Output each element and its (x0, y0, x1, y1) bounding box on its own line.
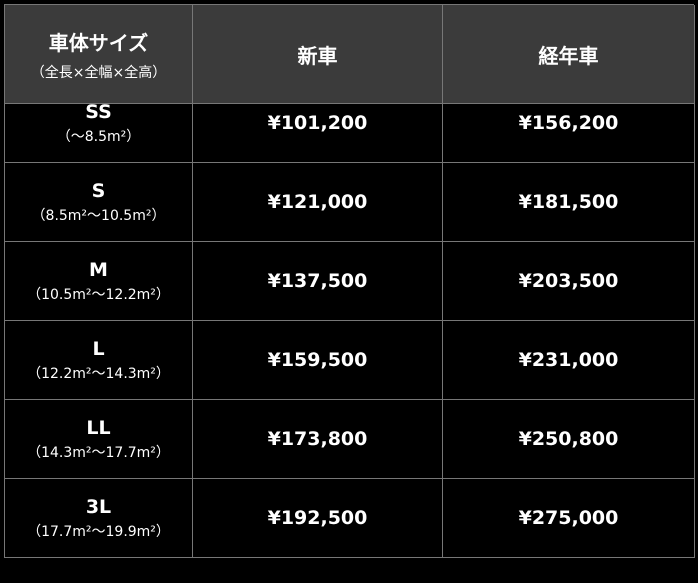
new-price: ¥137,500 (267, 270, 368, 292)
price-cell: ¥203,500 (443, 242, 695, 321)
new-price: ¥121,000 (267, 191, 368, 213)
price-cell: ¥173,800 (193, 400, 443, 479)
old-price: ¥250,800 (518, 428, 619, 450)
size-cell: LL （14.3m²〜17.7m²） (5, 400, 193, 479)
size-range: （12.2m²〜14.3m²） (27, 365, 170, 382)
old-price: ¥231,000 (518, 349, 619, 371)
price-cell: ¥181,500 (443, 163, 695, 242)
size-name: SS (85, 100, 112, 123)
old-price: ¥181,500 (518, 191, 619, 213)
header-cell: 経年車 (443, 5, 695, 104)
price-cell: ¥121,000 (193, 163, 443, 242)
size-cell: M （10.5m²〜12.2m²） (5, 242, 193, 321)
new-price: ¥159,500 (267, 349, 368, 371)
price-cell: ¥250,800 (443, 400, 695, 479)
size-name: M (89, 258, 108, 281)
size-cell: 3L （17.7m²〜19.9m²） (5, 479, 193, 558)
size-range: （8.5m²〜10.5m²） (31, 207, 166, 224)
header-text: 車体サイズ (48, 30, 149, 55)
price-cell: ¥192,500 (193, 479, 443, 558)
header-note: （全長×全幅×全高） (30, 64, 167, 81)
size-name: S (91, 179, 106, 202)
price-cell: ¥101,200 (193, 84, 443, 163)
new-price: ¥192,500 (267, 507, 368, 529)
size-name: L (92, 337, 105, 360)
header-cell: 車体サイズ （全長×全幅×全高） (5, 5, 193, 104)
size-range: （14.3m²〜17.7m²） (27, 444, 170, 461)
size-cell: S （8.5m²〜10.5m²） (5, 163, 193, 242)
price-table: 車体サイズ （全長×全幅×全高） 新車 経年車 SS （〜8.5m²） ¥101,2… (4, 4, 695, 558)
new-price: ¥101,200 (267, 112, 368, 134)
price-cell: ¥137,500 (193, 242, 443, 321)
price-cell: ¥231,000 (443, 321, 695, 400)
size-cell: L （12.2m²〜14.3m²） (5, 321, 193, 400)
header-text: 経年車 (538, 43, 599, 68)
old-price: ¥156,200 (518, 112, 619, 134)
size-range: （17.7m²〜19.9m²） (27, 523, 170, 540)
price-cell: ¥275,000 (443, 479, 695, 558)
price-cell: ¥156,200 (443, 84, 695, 163)
new-price: ¥173,800 (267, 428, 368, 450)
header-text: 新車 (297, 43, 338, 68)
size-range: （〜8.5m²） (56, 128, 141, 145)
old-price: ¥275,000 (518, 507, 619, 529)
size-cell: SS （〜8.5m²） (5, 84, 193, 163)
size-name: LL (86, 416, 111, 439)
old-price: ¥203,500 (518, 270, 619, 292)
size-range: （10.5m²〜12.2m²） (27, 286, 170, 303)
header-cell: 新車 (193, 5, 443, 104)
price-cell: ¥159,500 (193, 321, 443, 400)
size-name: 3L (85, 495, 112, 518)
